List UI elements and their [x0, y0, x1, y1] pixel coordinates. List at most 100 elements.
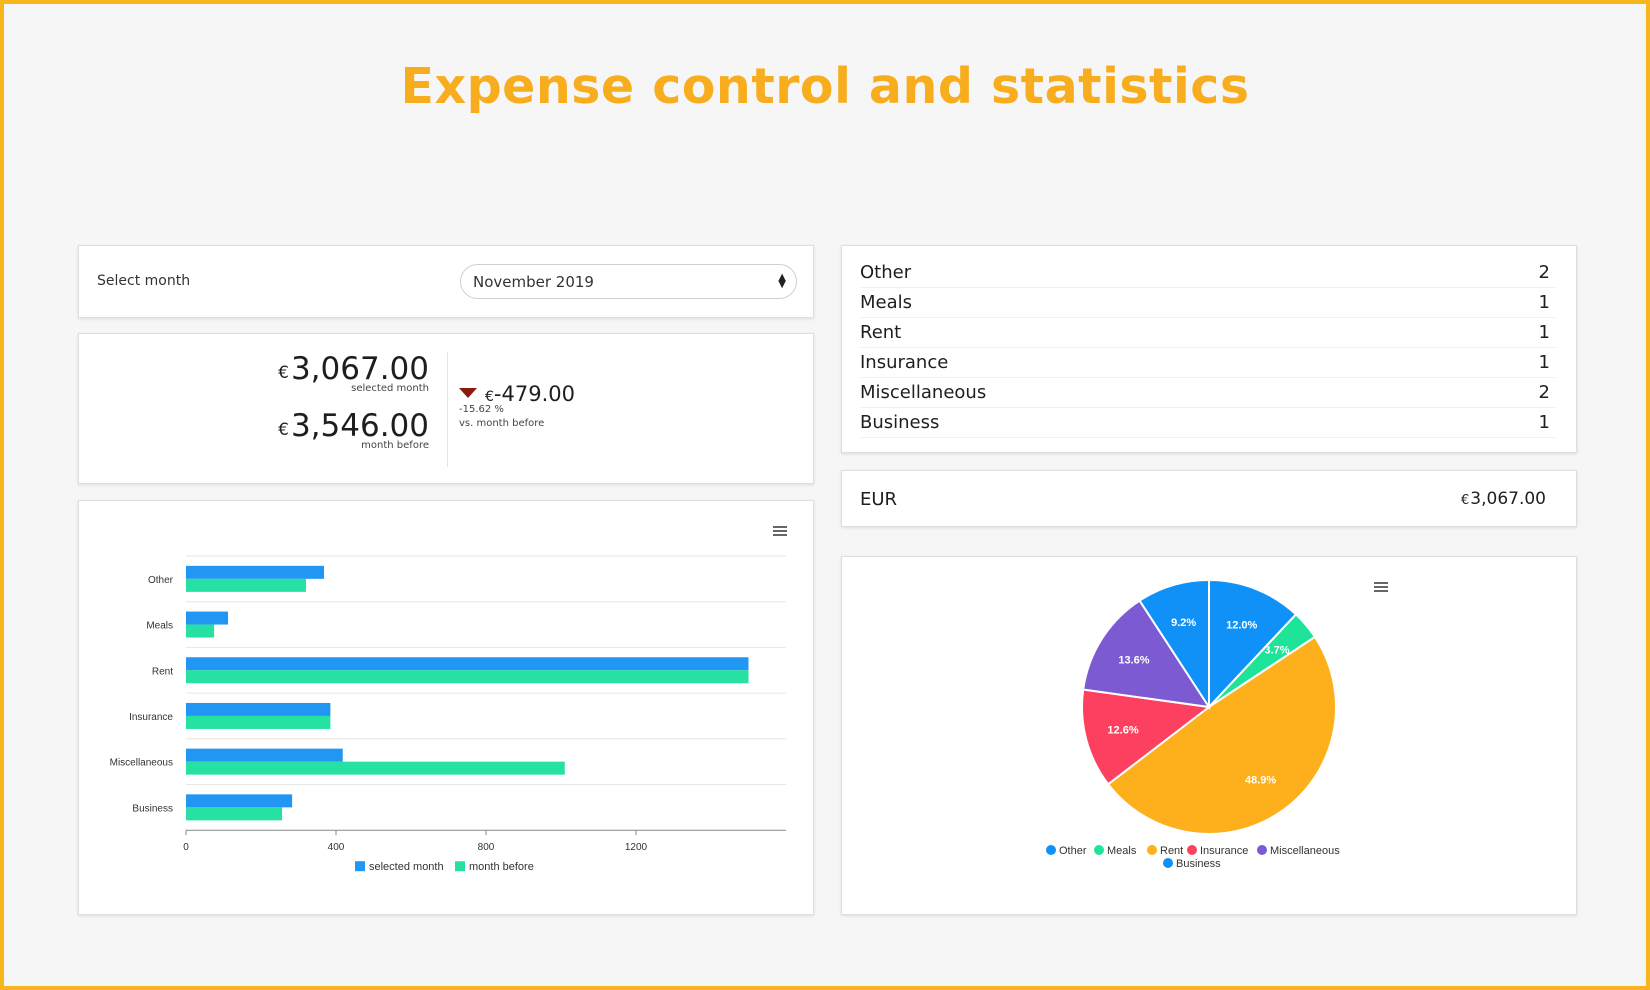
- pie-data-label: 12.0%: [1226, 619, 1257, 631]
- pie-slice-rent: [1106, 635, 1338, 835]
- legend-label: Insurance: [1200, 845, 1248, 857]
- divider: [447, 352, 448, 467]
- category-tick-label: Other: [148, 575, 174, 586]
- month-selector-card: Select month November 2019 ▲ ▼: [78, 245, 814, 318]
- x-tick-label: 400: [328, 842, 345, 853]
- legend-label: Other: [1059, 845, 1087, 857]
- category-tick-label: Rent: [152, 666, 173, 677]
- category-tick-label: Miscellaneous: [110, 758, 173, 769]
- legend-label: Rent: [1160, 845, 1183, 857]
- difference-label: vs. month before: [459, 418, 545, 429]
- legend-swatch: [455, 861, 465, 872]
- pie-data-label: 13.6%: [1118, 654, 1149, 666]
- down-arrow-icon: [459, 388, 477, 398]
- currency-symbol: €: [278, 420, 289, 440]
- currency-symbol: €: [485, 389, 494, 405]
- category-name: Miscellaneous: [860, 382, 987, 403]
- pie-data-label: 9.2%: [1171, 617, 1196, 629]
- legend-label: Miscellaneous: [1270, 845, 1340, 857]
- pie-data-label: 48.9%: [1245, 774, 1276, 786]
- previous-month-amount: 3,546.00: [290, 408, 429, 444]
- legend-label: month before: [469, 861, 534, 873]
- bar-selected-month: [186, 565, 324, 579]
- month-select-dropdown[interactable]: November 2019 ▲ ▼: [460, 264, 797, 299]
- previous-month-label: month before: [361, 440, 429, 451]
- legend-marker: [1046, 845, 1056, 855]
- category-row: Insurance 1: [860, 348, 1556, 378]
- category-tick-label: Meals: [146, 621, 173, 632]
- currency-code: EUR: [860, 489, 898, 510]
- pie-slice-other: [1208, 578, 1298, 710]
- category-row: Rent 1: [860, 318, 1556, 348]
- category-name: Meals: [860, 292, 913, 313]
- pie-slice-miscellaneous: [1082, 599, 1212, 709]
- category-name: Other: [860, 262, 912, 283]
- pie-slice-business: [1138, 578, 1210, 711]
- totals-card: €3,067.00 selected month €3,546.00 month…: [78, 333, 814, 484]
- pie-chart-card: 12.0% 3.7% 48.9% 12.6% 13.6% 9.2% Other Meals Re…: [841, 556, 1577, 915]
- chart-menu-icon[interactable]: [773, 526, 787, 536]
- category-row: Business 1: [860, 408, 1556, 438]
- chart-menu-icon[interactable]: [1374, 582, 1388, 592]
- legend-swatch: [355, 861, 365, 872]
- category-count: 2: [1538, 262, 1550, 283]
- category-row: Meals 1: [860, 288, 1556, 318]
- previous-month-total: €3,546.00 month before: [278, 408, 429, 451]
- pie-data-label: 12.6%: [1107, 725, 1138, 737]
- category-name: Rent: [860, 322, 902, 343]
- bar-selected-month: [186, 702, 331, 716]
- category-count-card: Other 2 Meals 1 Rent 1 Insurance 1 Miscellaneous…: [841, 245, 1577, 453]
- bar-chart-card: Other Meals Rent Insurance Miscellaneous Busi…: [78, 500, 814, 915]
- legend-marker: [1163, 858, 1173, 868]
- month-select-label: Select month: [97, 273, 191, 289]
- bar-month-before: [186, 624, 215, 638]
- category-count: 2: [1538, 382, 1550, 403]
- difference-amount: -479.00: [493, 382, 575, 406]
- selected-month-label: selected month: [351, 383, 429, 394]
- legend-label: selected month: [369, 861, 444, 873]
- category-row: Other 2: [860, 258, 1556, 288]
- category-row: Miscellaneous 2: [860, 378, 1556, 408]
- difference-block: €-479.00 -15.62 % vs. month before: [459, 382, 575, 429]
- selected-month-total: €3,067.00 selected month: [278, 351, 429, 394]
- bar-selected-month: [186, 657, 749, 671]
- pie-data-label: 3.7%: [1264, 645, 1289, 657]
- x-tick-label: 1200: [625, 842, 648, 853]
- legend-marker: [1147, 845, 1157, 855]
- category-tick-label: Insurance: [129, 712, 173, 723]
- bar-chart: Other Meals Rent Insurance Miscellaneous Busi…: [110, 555, 786, 873]
- month-select-value: November 2019: [473, 273, 594, 291]
- page-title: Expense control and statistics: [400, 58, 1250, 115]
- category-count: 1: [1538, 292, 1550, 313]
- legend-marker: [1257, 845, 1267, 855]
- x-tick-label: 800: [478, 842, 495, 853]
- bar-month-before: [186, 715, 331, 729]
- bar-selected-month: [186, 794, 293, 808]
- selected-month-amount: 3,067.00: [290, 351, 429, 387]
- pie-slice-insurance: [1081, 688, 1212, 786]
- bar-selected-month: [186, 748, 343, 762]
- select-arrows-icon: ▲ ▼: [778, 272, 786, 290]
- currency-symbol: €: [1461, 493, 1470, 508]
- currency-total-amount: €3,067.00: [1461, 489, 1546, 509]
- category-count: 1: [1538, 322, 1550, 343]
- difference-percent: -15.62 %: [459, 404, 504, 415]
- pie-chart: 12.0% 3.7% 48.9% 12.6% 13.6% 9.2% Other Meals Re…: [1046, 578, 1340, 870]
- category-count: 1: [1538, 412, 1550, 433]
- bar-month-before: [186, 578, 306, 592]
- bar-month-before: [186, 670, 749, 684]
- x-tick-label: 0: [183, 842, 189, 853]
- legend-marker: [1187, 845, 1197, 855]
- category-tick-label: Business: [132, 803, 173, 814]
- category-count: 1: [1538, 352, 1550, 373]
- bar-selected-month: [186, 611, 228, 625]
- currency-total-value: 3,067.00: [1470, 489, 1546, 509]
- legend-label: Business: [1176, 858, 1221, 870]
- legend-marker: [1094, 845, 1104, 855]
- bar-month-before: [186, 761, 565, 775]
- currency-total-card: EUR €3,067.00: [841, 470, 1577, 527]
- category-name: Insurance: [860, 352, 949, 373]
- currency-symbol: €: [278, 363, 289, 383]
- legend-label: Meals: [1107, 845, 1137, 857]
